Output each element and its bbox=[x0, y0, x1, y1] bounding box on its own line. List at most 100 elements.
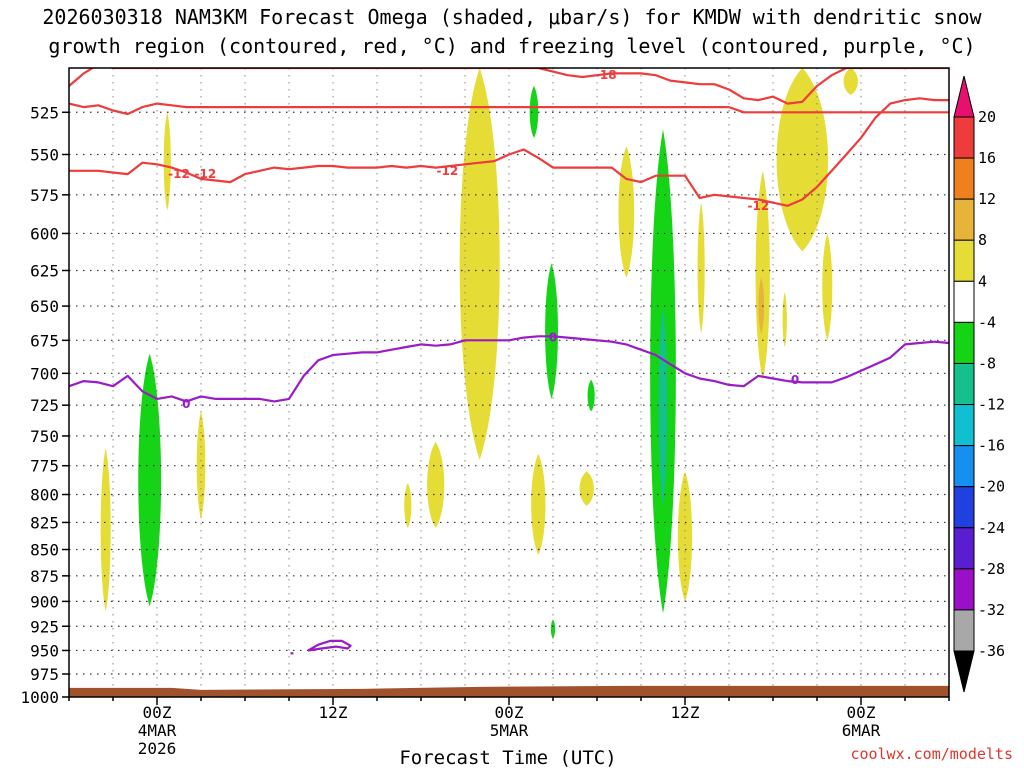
colorbar-label-4: 4 bbox=[978, 272, 987, 290]
colorbar-segment-9 bbox=[953, 486, 975, 529]
omega-region-yellow-3 bbox=[196, 411, 206, 520]
omega-region-yellow-1 bbox=[100, 447, 111, 612]
colorbar-label-1: 16 bbox=[978, 149, 996, 167]
colorbar-label-13: -36 bbox=[978, 642, 1005, 660]
colorbar-label-12: -32 bbox=[978, 601, 1005, 619]
omega-region-yellow-11 bbox=[697, 202, 705, 334]
contour-label-3: 0 bbox=[791, 373, 799, 387]
contour-labels: -18 -12 -12 0 -12 -12 0 0 bbox=[168, 68, 799, 411]
omega-region-yellow-8 bbox=[579, 471, 594, 506]
colorbar-segment-6 bbox=[953, 362, 975, 406]
colorbar-segment-11 bbox=[953, 568, 975, 611]
colorbar-label-8: -16 bbox=[978, 437, 1005, 455]
y-tick-label-725: 725 bbox=[30, 396, 59, 415]
omega-region-green-3 bbox=[545, 263, 558, 399]
omega-region-yellow-12 bbox=[755, 170, 770, 380]
x-axis-label: Forecast Time (UTC) bbox=[399, 747, 616, 768]
colorbar-segment-5 bbox=[953, 321, 975, 364]
y-tick-label-800: 800 bbox=[30, 486, 59, 505]
y-tick-label-625: 625 bbox=[30, 261, 59, 280]
contour-label-extra-3: 0 bbox=[182, 397, 190, 411]
y-tick-label-950: 950 bbox=[30, 641, 59, 660]
omega-region-green-4 bbox=[587, 379, 595, 412]
omega-region-yellow-15 bbox=[822, 233, 833, 341]
colorbar-segment-10 bbox=[953, 527, 975, 570]
contour-lines bbox=[69, 68, 949, 655]
y-axis: 525 550 575 600 625 650 675 700 725 750 775 800 825 8… bbox=[20, 103, 69, 707]
colorbar-label-10: -24 bbox=[978, 519, 1005, 537]
omega-region-green-1 bbox=[138, 353, 162, 607]
omega-shading bbox=[100, 68, 858, 639]
colorbar-label-7: -12 bbox=[978, 396, 1005, 414]
x-tick-label-54-0: 00Z bbox=[847, 703, 876, 722]
colorbar-segment-3 bbox=[953, 239, 975, 282]
colorbar-segment-0 bbox=[953, 116, 975, 159]
colorbar-under-triangle bbox=[953, 650, 975, 693]
y-tick-label-925: 925 bbox=[30, 617, 59, 636]
y-tick-label-750: 750 bbox=[30, 427, 59, 446]
colorbar-label-11: -28 bbox=[978, 560, 1005, 578]
y-tick-label-650: 650 bbox=[30, 297, 59, 316]
y-tick-label-1000: 1000 bbox=[20, 688, 59, 707]
y-tick-label-875: 875 bbox=[30, 567, 59, 586]
contour-1 bbox=[69, 102, 949, 116]
y-tick-label-775: 775 bbox=[30, 457, 59, 476]
omega-region-orange-1 bbox=[758, 277, 765, 334]
colorbar: 20 16 12 8 4 -4 -8 -12 -16 -20 -24 -28 -32 -36 bbox=[953, 75, 1005, 693]
omega-region-teal-1 bbox=[658, 306, 668, 506]
colorbar-over-triangle bbox=[953, 75, 975, 118]
omega-region-yellow-6 bbox=[459, 68, 500, 460]
y-tick-label-700: 700 bbox=[30, 364, 59, 383]
omega-region-green-2 bbox=[529, 85, 539, 138]
y-tick-label-825: 825 bbox=[30, 513, 59, 532]
title-line-1: 2026030318 NAM3KM Forecast Omega (shaded… bbox=[42, 5, 982, 29]
contour-3 bbox=[69, 335, 949, 403]
colorbar-segment-12 bbox=[953, 609, 975, 652]
omega-region-yellow-2 bbox=[163, 112, 171, 211]
y-tick-label-900: 900 bbox=[30, 592, 59, 611]
omega-region-yellow-7 bbox=[531, 453, 546, 555]
credit-text: coolwx.com/modelts bbox=[850, 745, 1013, 763]
x-tick-label-6-2: 2026 bbox=[138, 739, 177, 758]
contour-0 bbox=[69, 68, 949, 105]
contour-label-extra-0: -12 bbox=[168, 167, 190, 181]
colorbar-segment-8 bbox=[953, 445, 975, 488]
colorbar-segment-1 bbox=[953, 157, 975, 200]
x-tick-label-54-1: 6MAR bbox=[842, 721, 881, 740]
colorbar-label-3: 8 bbox=[978, 231, 987, 249]
omega-region-yellow-10 bbox=[677, 471, 693, 602]
omega-region-yellow-16 bbox=[843, 68, 858, 95]
y-tick-label-850: 850 bbox=[30, 541, 59, 560]
y-tick-label-975: 975 bbox=[30, 665, 59, 684]
contour-4 bbox=[307, 639, 352, 652]
ground-layer bbox=[69, 685, 949, 697]
x-tick-label-6-1: 4MAR bbox=[138, 721, 177, 740]
x-tick-label-42-0: 12Z bbox=[671, 703, 700, 722]
contour-2 bbox=[69, 97, 949, 207]
x-tick-label-18-0: 12Z bbox=[319, 703, 348, 722]
colorbar-label-0: 20 bbox=[978, 108, 996, 126]
colorbar-label-2: 12 bbox=[978, 190, 996, 208]
y-tick-label-600: 600 bbox=[30, 224, 59, 243]
contour-label-extra-1: -12 bbox=[747, 199, 769, 213]
colorbar-label-6: -8 bbox=[978, 354, 996, 372]
y-tick-label-575: 575 bbox=[30, 186, 59, 205]
x-tick-label-30-1: 5MAR bbox=[490, 721, 529, 740]
x-tick-label-30-0: 00Z bbox=[495, 703, 524, 722]
y-tick-label-675: 675 bbox=[30, 331, 59, 350]
title-line-2: growth region (contoured, red, °C) and f… bbox=[48, 34, 975, 58]
colorbar-segment-7 bbox=[953, 404, 975, 447]
omega-region-yellow-5 bbox=[427, 441, 445, 528]
y-tick-label-525: 525 bbox=[30, 103, 59, 122]
colorbar-label-5: -4 bbox=[978, 313, 996, 331]
contour-label-1: -12 bbox=[437, 164, 459, 178]
ground-band bbox=[69, 685, 949, 697]
colorbar-segment-4 bbox=[953, 280, 975, 323]
contour-label-0: -18 bbox=[595, 68, 617, 82]
y-tick-label-550: 550 bbox=[30, 145, 59, 164]
contour-label-extra-2: 0 bbox=[549, 331, 557, 345]
contour-label-2: -12 bbox=[195, 167, 217, 181]
x-tick-label-6-0: 00Z bbox=[143, 703, 172, 722]
